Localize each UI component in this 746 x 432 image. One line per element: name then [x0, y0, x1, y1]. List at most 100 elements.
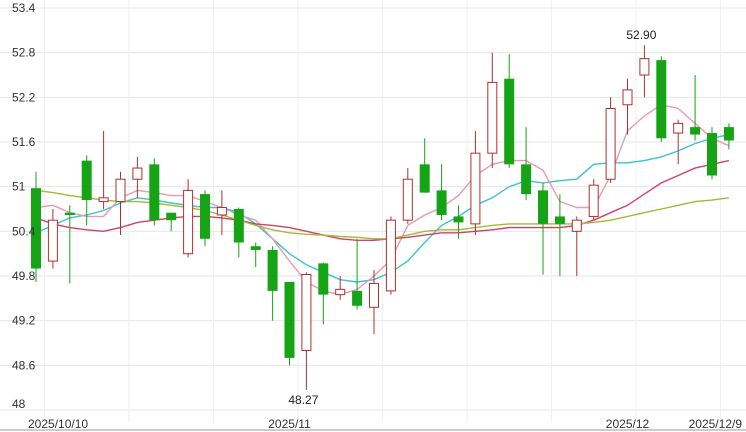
- candle-body: [707, 133, 717, 176]
- x-tick-label: 2025/11: [268, 417, 311, 431]
- candle-down: [284, 281, 295, 366]
- x-tick-label: 2025/10/10: [28, 417, 88, 431]
- candle-body: [318, 263, 329, 295]
- candle-down: [81, 155, 92, 226]
- ma-line-3: [35, 159, 730, 242]
- candle-body: [571, 219, 582, 232]
- candle-down: [233, 207, 244, 258]
- candle-down: [149, 158, 160, 226]
- candle-body: [250, 246, 261, 250]
- candle-up: [673, 119, 684, 165]
- candle-body: [31, 188, 41, 269]
- candle-up: [588, 179, 599, 221]
- candle-down: [419, 138, 430, 193]
- candle-up: [132, 156, 143, 198]
- candle-up: [639, 45, 650, 98]
- candle-body: [115, 178, 126, 203]
- y-tick-label: 51: [12, 180, 26, 194]
- candle-up: [216, 190, 227, 236]
- candle-body: [622, 89, 633, 106]
- candle-body: [656, 60, 667, 139]
- candle-body: [132, 167, 143, 180]
- candle-body: [284, 281, 295, 358]
- candle-down: [690, 75, 701, 141]
- price-annotation: 48.27: [288, 393, 318, 407]
- candle-down: [352, 238, 363, 310]
- candle-body: [487, 81, 498, 154]
- candle-body: [554, 216, 565, 224]
- candle-down: [656, 56, 667, 142]
- candle-body: [673, 122, 684, 134]
- candle-body: [81, 160, 92, 201]
- candle-body: [453, 216, 464, 223]
- candle-body: [233, 209, 244, 243]
- candle-body: [352, 290, 363, 306]
- candle-body: [335, 288, 346, 296]
- candle-down: [200, 190, 210, 247]
- price-annotations: 52.90 48.27: [288, 28, 656, 407]
- candle-down: [166, 212, 177, 232]
- candles: [31, 45, 734, 390]
- candle-body: [588, 184, 599, 217]
- candle-body: [538, 190, 548, 224]
- y-tick-label: 48: [12, 397, 26, 411]
- candle-up: [571, 216, 582, 276]
- candle-body: [216, 207, 227, 216]
- candle-body: [149, 164, 160, 221]
- candle-body: [402, 178, 413, 221]
- candle-body: [504, 78, 515, 165]
- candle-down: [318, 262, 329, 325]
- candle-up: [115, 171, 126, 236]
- candle-down: [504, 54, 515, 169]
- candle-body: [639, 58, 650, 76]
- candle-down: [554, 194, 565, 276]
- candle-up: [605, 97, 616, 183]
- candle-down: [521, 127, 532, 201]
- x-tick-label: 2025/12: [606, 417, 650, 431]
- candle-up: [487, 52, 498, 169]
- candle-body: [470, 152, 481, 225]
- candle-body: [64, 212, 75, 215]
- candle-up: [335, 276, 346, 300]
- candle-body: [200, 194, 210, 239]
- candle-down: [723, 123, 734, 150]
- candle-body: [385, 219, 396, 292]
- candle-body: [521, 164, 532, 195]
- y-tick-label: 49.2: [12, 314, 36, 328]
- candle-body: [47, 219, 58, 262]
- candle-down: [267, 246, 278, 321]
- y-tick-label: 50.4: [12, 224, 36, 238]
- candle-up: [369, 270, 379, 335]
- candle-body: [419, 164, 430, 193]
- candle-body: [183, 189, 194, 255]
- candle-up: [47, 209, 58, 269]
- candle-up: [402, 168, 413, 224]
- candle-body: [605, 108, 616, 180]
- candle-body: [301, 274, 312, 351]
- candle-down: [64, 205, 75, 284]
- axis-labels: 53.452.852.251.65150.449.849.248.6482025…: [12, 1, 742, 431]
- candle-down: [707, 127, 717, 180]
- candle-down: [453, 205, 464, 239]
- candle-body: [723, 127, 734, 141]
- candle-down: [31, 171, 41, 282]
- candle-down: [250, 242, 261, 268]
- y-tick-label: 51.6: [12, 135, 36, 149]
- candle-up: [183, 179, 194, 258]
- candle-down: [436, 164, 447, 221]
- candle-body: [166, 212, 177, 221]
- candle-body: [267, 249, 278, 291]
- candle-up: [301, 272, 312, 390]
- candle-body: [369, 282, 379, 308]
- y-tick-label: 52.2: [12, 90, 36, 104]
- candle-body: [690, 127, 701, 135]
- candle-up: [622, 78, 633, 135]
- candle-up: [385, 216, 396, 295]
- candle-body: [98, 197, 109, 203]
- price-annotation: 52.90: [626, 28, 656, 42]
- candle-body: [436, 190, 447, 215]
- y-tick-label: 53.4: [12, 1, 36, 15]
